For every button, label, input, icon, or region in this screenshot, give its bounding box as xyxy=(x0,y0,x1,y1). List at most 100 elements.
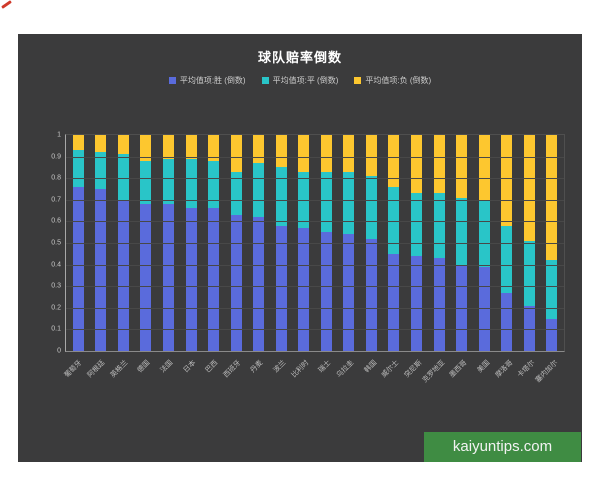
bar-segment-2 xyxy=(365,135,377,177)
bar-column xyxy=(112,135,135,351)
stacked-bar-日本[interactable] xyxy=(185,135,197,351)
y-tick-label: 0.7 xyxy=(51,196,61,204)
x-axis-label: 威尔士 xyxy=(380,359,401,380)
bar-segment-2 xyxy=(140,135,152,161)
stacked-bar-葡萄牙[interactable] xyxy=(72,135,84,351)
bar-segment-0 xyxy=(478,266,490,351)
bars-row xyxy=(66,135,564,351)
x-label-cell: 巴西 xyxy=(202,353,225,401)
bar-column xyxy=(518,135,541,351)
watermark-badge: kaiyuntips.com xyxy=(424,432,581,462)
x-axis-label: 日本 xyxy=(182,359,197,375)
chart-panel: 球队赔率倒数 平均值项:胜 (倒数) 平均值项:平 (倒数) 平均值项:负 (倒数)… xyxy=(18,34,582,462)
legend-item-2[interactable]: 平均值项:负 (倒数) xyxy=(354,75,431,86)
stacked-bar-乌拉圭[interactable] xyxy=(343,135,355,351)
stacked-bar-摩洛哥[interactable] xyxy=(501,135,513,351)
stacked-bar-瑞士[interactable] xyxy=(320,135,332,351)
x-axis-label: 比利时 xyxy=(290,359,311,380)
legend-swatch-icon xyxy=(261,77,269,84)
bar-column xyxy=(540,135,563,351)
x-axis-label: 韩国 xyxy=(363,359,379,375)
bar-segment-1 xyxy=(523,240,535,306)
stacked-bar-德国[interactable] xyxy=(140,135,152,351)
bar-segment-2 xyxy=(410,135,422,194)
plot-area: 1 0.9 0.8 0.7 0.6 0.5 0.4 0.3 0.2 0.1 0 xyxy=(51,132,565,355)
x-label-cell: 德国 xyxy=(134,353,157,401)
bar-column xyxy=(67,135,90,351)
bar-segment-0 xyxy=(253,217,265,351)
bar-segment-0 xyxy=(343,234,355,351)
bar-segment-1 xyxy=(343,171,355,235)
y-tick-label: 0.6 xyxy=(51,217,61,225)
x-label-cell: 美国 xyxy=(474,353,497,401)
gridline xyxy=(66,307,564,309)
x-label-cell: 英格兰 xyxy=(109,353,134,401)
legend-swatch-icon xyxy=(168,77,176,84)
y-tick-label: 0.3 xyxy=(51,282,61,290)
gridline xyxy=(66,286,564,288)
x-label-cell: 韩国 xyxy=(360,353,383,401)
bar-segment-0 xyxy=(117,199,129,351)
stacked-bar-美国[interactable] xyxy=(478,135,490,351)
x-label-cell: 日本 xyxy=(179,353,202,401)
stacked-bar-克罗地亚[interactable] xyxy=(433,135,445,351)
x-axis-label: 巴西 xyxy=(204,359,220,375)
x-axis-label: 法国 xyxy=(159,359,175,375)
bar-segment-0 xyxy=(275,225,287,351)
bar-segment-1 xyxy=(230,171,242,215)
x-label-cell: 西班牙 xyxy=(222,353,247,401)
bar-segment-0 xyxy=(185,208,197,351)
stacked-bar-西班牙[interactable] xyxy=(230,135,242,351)
x-label-cell: 葡萄牙 xyxy=(64,353,89,401)
bar-segment-1 xyxy=(140,160,152,205)
stacked-bar-丹麦[interactable] xyxy=(253,135,265,351)
x-label-cell: 摩洛哥 xyxy=(494,353,519,401)
stacked-bar-英格兰[interactable] xyxy=(117,135,129,351)
stacked-bar-韩国[interactable] xyxy=(365,135,377,351)
bar-segment-0 xyxy=(523,305,535,351)
gridline xyxy=(66,199,564,201)
x-label-cell: 丹麦 xyxy=(247,353,270,401)
stacked-bar-突尼斯[interactable] xyxy=(410,135,422,351)
stacked-bar-威尔士[interactable] xyxy=(388,135,400,351)
x-axis-label: 葡萄牙 xyxy=(63,359,84,380)
bar-segment-1 xyxy=(117,154,129,200)
gridline xyxy=(66,178,564,180)
x-label-cell: 克罗地亚 xyxy=(421,353,451,401)
x-axis-label: 摩洛哥 xyxy=(494,359,514,380)
bar-column xyxy=(383,135,406,351)
bar-segment-0 xyxy=(320,232,332,351)
bar-segment-0 xyxy=(230,214,242,351)
legend: 平均值项:胜 (倒数) 平均值项:平 (倒数) 平均值项:负 (倒数) xyxy=(18,75,582,86)
bar-segment-2 xyxy=(433,135,445,194)
bar-column xyxy=(90,135,113,351)
bar-segment-1 xyxy=(478,199,490,267)
bar-segment-2 xyxy=(388,135,400,187)
bar-segment-2 xyxy=(523,135,535,241)
bar-segment-2 xyxy=(185,135,197,159)
stacked-bar-法国[interactable] xyxy=(162,135,174,351)
bar-segment-2 xyxy=(230,135,242,172)
plot-wrap: 1 0.9 0.8 0.7 0.6 0.5 0.4 0.3 0.2 0.1 0 xyxy=(51,132,565,355)
bar-column xyxy=(135,135,158,351)
stacked-bar-巴西[interactable] xyxy=(208,135,220,351)
x-axis-label: 丹麦 xyxy=(249,359,265,375)
legend-label: 平均值项:平 (倒数) xyxy=(272,76,339,85)
bar-column xyxy=(202,135,225,351)
legend-label: 平均值项:负 (倒数) xyxy=(365,76,432,85)
x-axis-label: 瑞士 xyxy=(317,359,333,375)
x-label-cell: 乌拉圭 xyxy=(336,353,361,401)
bar-column xyxy=(180,135,203,351)
x-label-cell: 墨西哥 xyxy=(449,353,474,401)
stacked-bar-阿根廷[interactable] xyxy=(95,135,107,351)
bar-segment-2 xyxy=(117,135,129,155)
legend-item-0[interactable]: 平均值项:胜 (倒数) xyxy=(168,75,246,86)
x-label-cell: 波兰 xyxy=(270,353,293,401)
bar-segment-1 xyxy=(456,197,468,265)
stacked-bar-塞内加尔[interactable] xyxy=(546,135,558,351)
bar-segment-0 xyxy=(208,208,220,351)
stacked-bar-卡塔尔[interactable] xyxy=(523,135,535,351)
legend-item-1[interactable]: 平均值项:平 (倒数) xyxy=(261,75,339,86)
stacked-bar-波兰[interactable] xyxy=(275,135,287,351)
bar-segment-0 xyxy=(433,258,445,351)
